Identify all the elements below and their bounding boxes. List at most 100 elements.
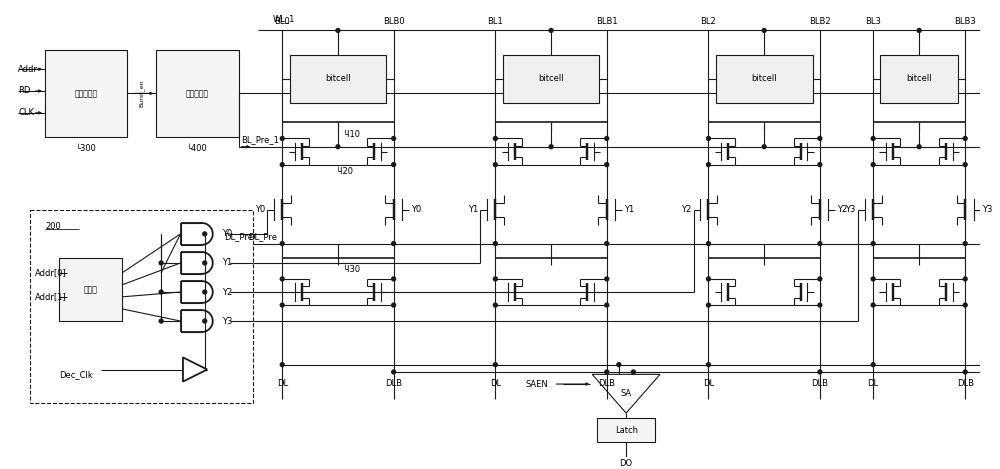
Circle shape bbox=[159, 261, 163, 265]
Circle shape bbox=[707, 363, 710, 367]
Circle shape bbox=[762, 145, 766, 149]
Circle shape bbox=[203, 319, 207, 323]
Circle shape bbox=[392, 136, 396, 140]
Text: BLB0: BLB0 bbox=[383, 16, 404, 26]
Text: DL: DL bbox=[490, 379, 501, 388]
Circle shape bbox=[963, 370, 967, 374]
Circle shape bbox=[280, 277, 284, 281]
Circle shape bbox=[707, 242, 710, 245]
Circle shape bbox=[392, 163, 396, 166]
Text: SAEN: SAEN bbox=[526, 379, 549, 388]
Text: bitcell: bitcell bbox=[751, 75, 777, 83]
Circle shape bbox=[871, 277, 875, 281]
Circle shape bbox=[917, 29, 921, 32]
Circle shape bbox=[203, 261, 207, 265]
Text: Y0: Y0 bbox=[411, 205, 421, 214]
Text: BL1: BL1 bbox=[487, 16, 503, 26]
Circle shape bbox=[963, 163, 967, 166]
Text: BLB1: BLB1 bbox=[596, 16, 618, 26]
Text: WL_1: WL_1 bbox=[273, 14, 295, 23]
Circle shape bbox=[871, 363, 875, 367]
Text: DL_Pre: DL_Pre bbox=[248, 232, 277, 241]
Circle shape bbox=[203, 290, 207, 294]
Circle shape bbox=[549, 145, 553, 149]
Text: Latch: Latch bbox=[615, 425, 638, 435]
Text: DLB: DLB bbox=[957, 379, 974, 388]
Text: BLB3: BLB3 bbox=[954, 16, 976, 26]
Circle shape bbox=[392, 370, 396, 374]
Circle shape bbox=[605, 242, 609, 245]
Text: BL0: BL0 bbox=[274, 16, 290, 26]
Circle shape bbox=[336, 29, 340, 32]
Text: Y0: Y0 bbox=[255, 205, 265, 214]
Circle shape bbox=[871, 242, 875, 245]
Bar bbox=[59, 258, 122, 321]
Text: SA: SA bbox=[621, 389, 632, 398]
Circle shape bbox=[159, 319, 163, 323]
Text: Addr[1]: Addr[1] bbox=[35, 292, 67, 302]
Bar bbox=[597, 418, 655, 442]
Text: Y1: Y1 bbox=[468, 205, 478, 214]
Text: BLB2: BLB2 bbox=[809, 16, 831, 26]
Circle shape bbox=[762, 29, 766, 32]
Text: bitcell: bitcell bbox=[538, 75, 564, 83]
Text: Y0: Y0 bbox=[222, 229, 232, 238]
Text: Burst_en: Burst_en bbox=[139, 80, 145, 107]
Circle shape bbox=[963, 277, 967, 281]
Text: bitcell: bitcell bbox=[906, 75, 932, 83]
Text: └400: └400 bbox=[187, 144, 208, 153]
Text: BL3: BL3 bbox=[865, 16, 881, 26]
Text: bitcell: bitcell bbox=[325, 75, 351, 83]
Text: Dec_Clk: Dec_Clk bbox=[59, 370, 93, 379]
Text: 读探测电路: 读探测电路 bbox=[75, 89, 98, 98]
Circle shape bbox=[707, 277, 710, 281]
Text: BL2: BL2 bbox=[701, 16, 716, 26]
Bar bbox=[880, 55, 958, 103]
Text: DLB: DLB bbox=[385, 379, 402, 388]
Circle shape bbox=[617, 363, 621, 367]
Bar bbox=[716, 55, 813, 103]
Circle shape bbox=[871, 303, 875, 307]
Text: Y3: Y3 bbox=[222, 317, 232, 325]
Text: Y2: Y2 bbox=[837, 205, 847, 214]
Text: └I30: └I30 bbox=[343, 265, 361, 274]
Text: Y2: Y2 bbox=[681, 205, 691, 214]
Text: RD: RD bbox=[18, 86, 31, 96]
Text: 读控制电路: 读控制电路 bbox=[186, 89, 209, 98]
Text: Y1: Y1 bbox=[222, 258, 232, 267]
Text: └I20: └I20 bbox=[336, 167, 354, 176]
Bar bbox=[30, 210, 253, 403]
Circle shape bbox=[605, 136, 609, 140]
Bar bbox=[45, 50, 127, 137]
Text: DLB: DLB bbox=[598, 379, 615, 388]
Text: DL_Pre: DL_Pre bbox=[224, 232, 253, 241]
Circle shape bbox=[605, 277, 609, 281]
Text: Addr: Addr bbox=[18, 65, 38, 74]
Circle shape bbox=[818, 242, 822, 245]
Circle shape bbox=[917, 145, 921, 149]
Text: DL: DL bbox=[277, 379, 288, 388]
Circle shape bbox=[818, 303, 822, 307]
Circle shape bbox=[392, 277, 396, 281]
Circle shape bbox=[963, 136, 967, 140]
Circle shape bbox=[280, 242, 284, 245]
Circle shape bbox=[605, 163, 609, 166]
Circle shape bbox=[549, 29, 553, 32]
Circle shape bbox=[707, 163, 710, 166]
Text: DL: DL bbox=[868, 379, 879, 388]
Circle shape bbox=[336, 145, 340, 149]
Bar bbox=[290, 55, 386, 103]
Text: Y3: Y3 bbox=[983, 205, 993, 214]
Bar bbox=[503, 55, 599, 103]
Text: └I10: └I10 bbox=[343, 130, 361, 139]
Circle shape bbox=[280, 163, 284, 166]
Text: Y1: Y1 bbox=[624, 205, 634, 214]
Circle shape bbox=[818, 136, 822, 140]
Circle shape bbox=[280, 303, 284, 307]
Text: CLK: CLK bbox=[18, 108, 34, 117]
Circle shape bbox=[493, 242, 497, 245]
Circle shape bbox=[493, 363, 497, 367]
Text: DL: DL bbox=[703, 379, 714, 388]
Text: BL_Pre_1: BL_Pre_1 bbox=[241, 135, 279, 144]
Circle shape bbox=[493, 136, 497, 140]
